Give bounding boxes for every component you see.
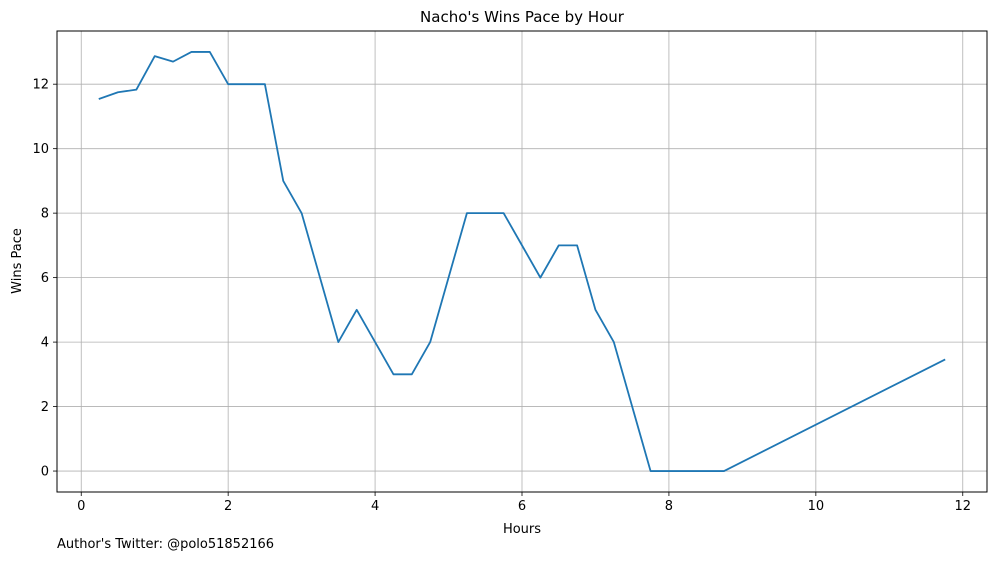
y-tick-label: 4 xyxy=(41,336,49,351)
x-tick-label: 0 xyxy=(77,499,85,514)
y-tick-label: 10 xyxy=(32,142,49,157)
y-tick-label: 0 xyxy=(41,465,49,480)
x-axis-ticks: 0 2 4 6 8 10 12 xyxy=(77,492,971,514)
y-tick-label: 6 xyxy=(41,271,49,286)
y-axis-label: Wins Pace xyxy=(10,228,25,294)
y-tick-label: 2 xyxy=(41,400,49,415)
x-tick-label: 2 xyxy=(224,499,232,514)
y-axis-ticks: 0 2 4 6 8 10 12 xyxy=(32,78,57,480)
x-tick-label: 10 xyxy=(808,499,825,514)
series-lines xyxy=(98,51,946,472)
series-line-0 xyxy=(98,51,946,472)
chart-title: Nacho's Wins Pace by Hour xyxy=(420,8,625,26)
x-tick-label: 8 xyxy=(665,499,673,514)
x-tick-label: 12 xyxy=(954,499,971,514)
author-footnote: Author's Twitter: @polo51852166 xyxy=(57,537,275,552)
x-axis-label: Hours xyxy=(503,522,541,537)
y-tick-label: 12 xyxy=(32,78,49,93)
x-tick-label: 4 xyxy=(371,499,379,514)
y-tick-label: 8 xyxy=(41,207,49,222)
x-tick-label: 6 xyxy=(518,499,526,514)
grid-lines xyxy=(57,31,987,492)
